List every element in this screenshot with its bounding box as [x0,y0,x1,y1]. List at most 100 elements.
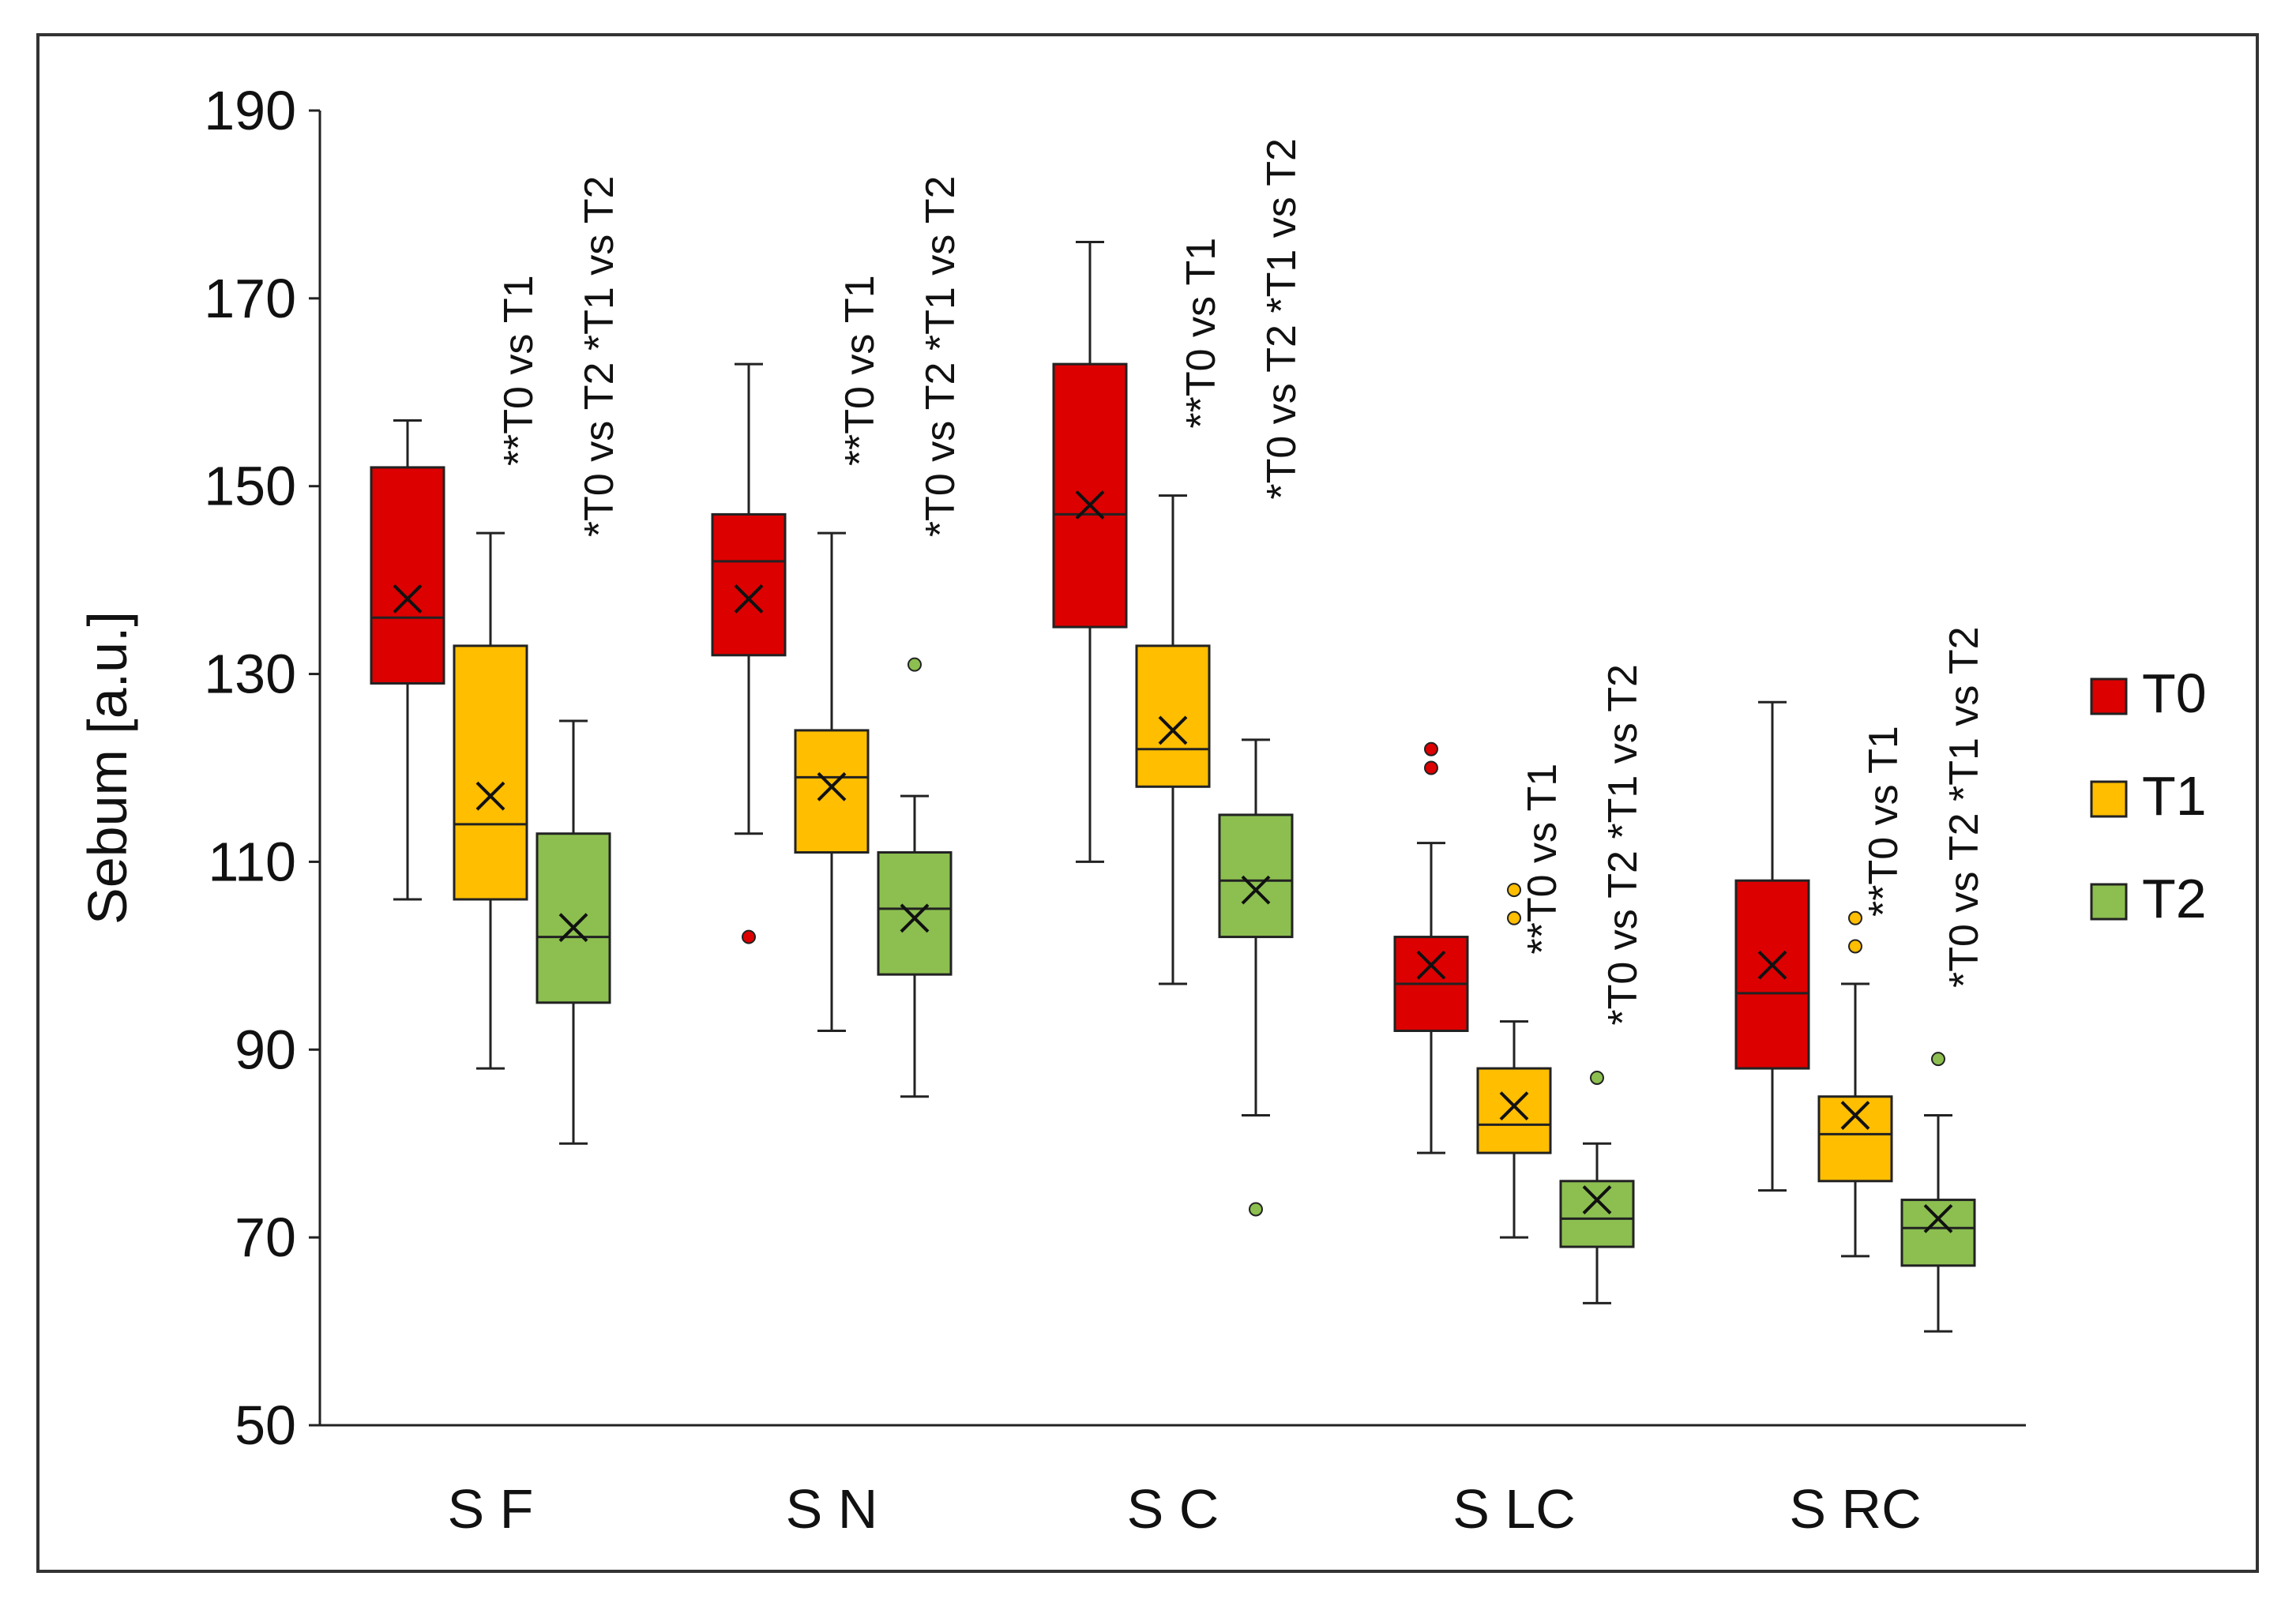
box-iqr [535,832,611,1004]
y-tick-label: 170 [204,268,296,329]
legend-item-t0: T0 [2090,662,2207,724]
mean-marker [475,781,505,811]
box-iqr [1559,1180,1635,1248]
x-category-label: S F [448,1478,534,1540]
axes: 50 70 90 110 130 150 170 190 Sebum [a.u.] S F S N S… [77,80,2026,1540]
annotation-line-2: *T0 vs T2 *T1 vs T2 [1259,138,1305,500]
box-iqr [1476,1067,1552,1154]
outlier-point [1590,1070,1604,1085]
mean-marker [734,584,764,614]
annotation-line-1: **T0 vs T1 [1861,726,1907,917]
box-t0-s-rc [1734,700,1810,1192]
box-t2-s-f [535,719,611,1145]
mean-marker [900,903,930,933]
mean-marker [1757,950,1787,980]
legend-swatch [2090,780,2128,818]
box-iqr [1052,362,1128,629]
box-iqr [877,851,953,976]
mean-marker [1499,1091,1529,1121]
mean-marker [1241,875,1271,905]
annotation-s-rc: **T0 vs T1 *T0 vs T2 *T1 vs T2 [1861,626,1987,988]
box-t1-s-f [453,531,528,1070]
box-t1-s-n [794,531,870,1032]
mean-marker [558,913,588,943]
annotation-line-1: **T0 vs T1 [1178,238,1224,429]
x-category-label: S N [786,1478,878,1540]
annotation-line-1: **T0 vs T1 [496,275,542,466]
box-iqr [1817,1095,1893,1183]
legend-swatch [2090,677,2128,715]
x-category-label: S C [1127,1478,1219,1540]
legend: T0 T1 T2 [2090,662,2207,929]
mean-marker [1416,950,1446,980]
legend-item-t2: T2 [2090,868,2207,929]
legend-label: T2 [2142,868,2207,929]
mean-marker [817,771,847,801]
y-tick-label: 90 [235,1019,296,1080]
outlier-point [1848,939,1862,954]
legend-item-t1: T1 [2090,765,2207,827]
annotation-s-lc: **T0 vs T1 *T0 vs T2 *T1 vs T2 [1520,664,1646,1026]
box-t2-s-rc [1900,1052,1976,1333]
box-iqr [1218,813,1294,939]
box-t0-s-lc [1393,741,1469,1154]
outlier-point [742,929,756,944]
box-t0-s-n [711,362,787,944]
x-category-label: S LC [1452,1478,1576,1540]
box-t1-s-c [1135,494,1211,985]
annotation-line-1: **T0 vs T1 [837,275,883,466]
outlier-point [1424,741,1438,756]
annotation-line-2: *T0 vs T2 *T1 vs T2 [577,176,622,538]
mean-marker [1075,490,1105,520]
y-tick-label: 70 [235,1207,296,1268]
figure-frame [36,33,2259,1573]
box-iqr [453,644,528,901]
annotation-line-2: *T0 vs T2 *T1 vs T2 [918,176,964,538]
box-t1-s-rc [1817,910,1893,1258]
x-category-label: S RC [1789,1478,1921,1540]
legend-swatch [2090,883,2128,921]
box-iqr [370,466,445,685]
box-t2-s-lc [1559,1070,1635,1304]
outlier-point [1249,1202,1263,1217]
significance-annotations: **T0 vs T1 *T0 vs T2 *T1 vs T2 **T0 vs T1 *… [496,138,1987,1026]
annotation-line-1: **T0 vs T1 [1520,764,1565,955]
y-tick-label: 190 [204,80,296,141]
legend-label: T1 [2142,765,2207,827]
box-iqr [1135,644,1211,788]
box-iqr [711,512,787,657]
box-iqr [794,729,870,854]
annotation-line-2: *T0 vs T2 *T1 vs T2 [1941,626,1987,988]
box-t0-s-f [370,418,445,901]
box-t0-s-c [1052,241,1128,863]
mean-marker [1840,1101,1870,1130]
outlier-point [908,657,922,672]
box-iqr [1734,879,1810,1070]
outlier-point [1424,760,1438,775]
annotation-s-f: **T0 vs T1 *T0 vs T2 *T1 vs T2 [496,176,622,538]
annotation-s-c: **T0 vs T1 *T0 vs T2 *T1 vs T2 [1178,138,1305,500]
mean-marker [393,584,423,614]
box-t1-s-lc [1476,883,1552,1239]
legend-label: T0 [2142,662,2207,724]
box-t2-s-n [877,657,953,1098]
y-tick-label: 110 [208,831,296,892]
y-tick-label: 150 [204,456,296,517]
outlier-point [1507,883,1521,898]
y-tick-label: 50 [235,1394,296,1456]
outlier-point [1507,910,1521,925]
y-axis-title: Sebum [a.u.] [77,611,138,925]
y-tick-label: 130 [204,644,296,705]
annotation-s-n: **T0 vs T1 *T0 vs T2 *T1 vs T2 [837,176,964,538]
box-t2-s-c [1218,738,1294,1217]
box-iqr [1900,1199,1976,1267]
mean-marker [1923,1203,1953,1233]
annotation-line-2: *T0 vs T2 *T1 vs T2 [1600,664,1646,1026]
boxes [370,241,1976,1333]
outlier-point [1848,910,1862,925]
mean-marker [1158,715,1188,745]
outlier-point [1931,1052,1945,1067]
mean-marker [1582,1185,1612,1214]
